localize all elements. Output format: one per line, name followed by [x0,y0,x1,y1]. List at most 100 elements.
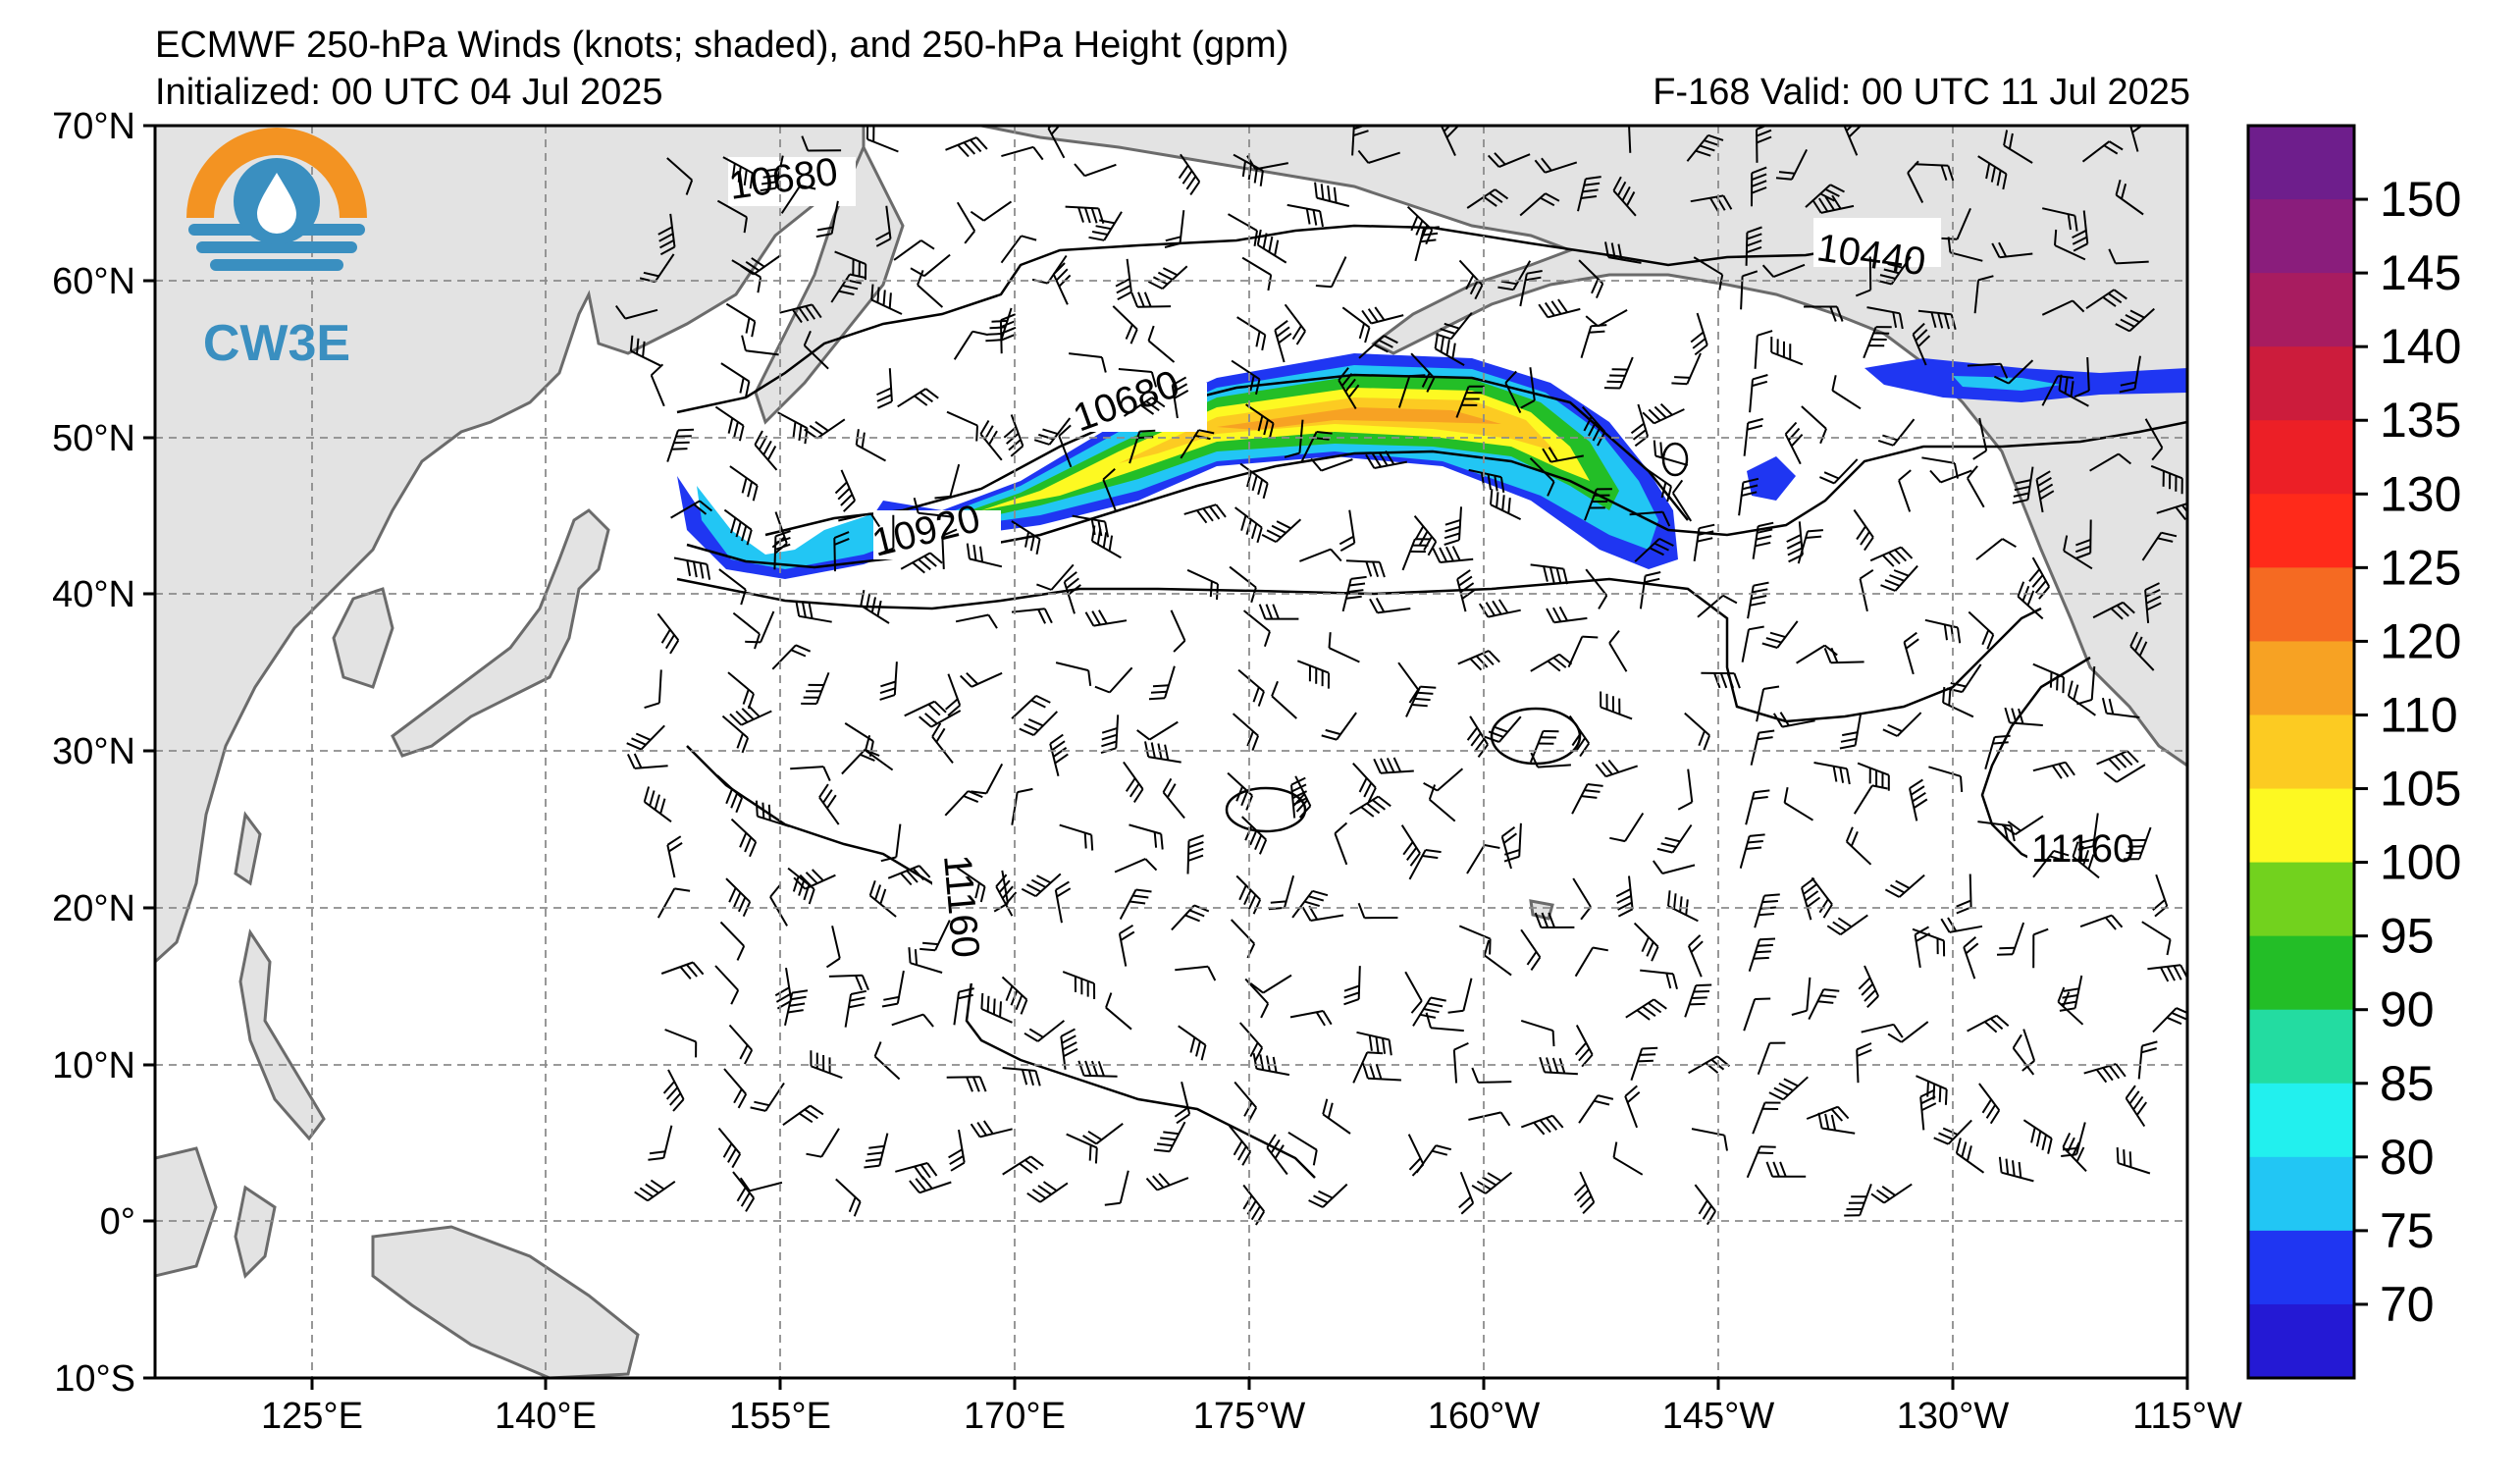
wind-barb [739,1177,783,1192]
wind-barb [2072,841,2100,879]
wind-barb [1869,546,1914,567]
logo-wave-3 [210,259,343,271]
colorbar-label: 125 [2380,540,2461,595]
wind-barb [779,303,822,324]
wind-barb [1001,145,1044,161]
wind-barb [1147,325,1176,363]
wind-barb [1299,548,1342,562]
lon-label-155e: 155°E [729,1396,831,1437]
wind-barb [876,368,893,409]
wind-barb [1361,306,1404,325]
wind-barb [1783,787,1814,821]
wind-barb [1819,458,1859,485]
wind-barb [803,330,829,370]
colorbar-segment [2248,346,2354,421]
wind-barb [1831,375,1862,410]
wind-barb [1748,937,1776,973]
wind-barb [1458,925,1492,955]
wind-barb [1352,763,1377,803]
colorbar-segment [2248,788,2354,864]
wind-barb [1574,946,1608,978]
wind-barb [1768,1076,1809,1101]
wind-barb [2032,849,2070,878]
wind-barb [1907,160,1924,203]
lon-label-160w: 160°W [1428,1396,1541,1437]
wind-barb [953,330,988,360]
wind-barb [1975,538,2017,560]
wind-barb [913,498,952,518]
wind-barb [1236,316,1267,351]
wind-barb [1002,1067,1041,1086]
contour-label-box [873,510,1001,559]
wind-barb [1497,260,1532,291]
wind-barb [1784,421,1804,465]
wind-barb [1749,374,1768,413]
wind-barb [1844,1184,1872,1217]
wind-barb [1060,1028,1078,1070]
colorbar-label: 135 [2380,393,2461,448]
colorbar-segment [2248,567,2354,643]
lon-label-115w: 115°W [2132,1396,2242,1437]
wind-barb [1539,1056,1578,1076]
wind-barb [1036,563,1075,591]
wind-barb [1972,417,1988,460]
wind-barb [946,410,978,442]
wind-barb [1701,671,1741,689]
lon-label-130w: 130°W [1897,1396,2010,1437]
wind-barb [2074,356,2090,398]
wind-barb [2147,964,2187,982]
wind-barb [1629,510,1671,527]
wind-barb [1148,665,1176,701]
wind-barb [941,528,958,569]
wind-barb [1826,914,1868,936]
wind-barb [1693,256,1724,291]
wind-barb [945,136,988,158]
wind-barb [2063,535,2093,570]
wind-barb [1519,192,1560,217]
colorbar-segment [2248,273,2354,347]
wind-barb [1466,844,1500,874]
colorbar-label: 80 [2380,1130,2435,1185]
wind-barb [1858,965,1880,1009]
wind-barb [1686,133,1724,162]
wind-barb [1752,521,1774,559]
wind-barb [2129,631,2155,671]
wind-barb [2129,126,2144,152]
wind-barb [1791,977,1811,1016]
gridlines [155,126,2187,1378]
colorbar-label: 130 [2380,466,2461,521]
wind-barb [2103,764,2146,783]
wind-barb [1747,581,1769,619]
wind-barb [790,766,831,782]
wind-barb [1801,405,1827,445]
wind-barb [1002,1155,1044,1176]
wind-barb [1529,457,1555,497]
wind-barb [893,239,935,261]
wind-barb [1175,965,1217,981]
wind-barb [1024,1020,1066,1042]
wind-barb [1684,983,1712,1018]
wind-barb [1290,776,1308,819]
contour-low-west [1225,786,1307,833]
wind-barb [2150,464,2183,495]
wind-barb [745,610,775,644]
wind-barb [956,867,986,903]
wind-barb [1286,203,1324,228]
wind-barb [1600,691,1633,720]
droplet-icon [257,173,296,234]
wind-barb [716,199,748,234]
wind-barb [1863,326,1892,359]
wind-barb [1740,270,1759,310]
wind-barb [1077,1060,1118,1078]
wind-barb [643,786,672,823]
wind-barb [769,883,788,927]
wind-barb [1291,889,1329,919]
wind-barb [1178,1025,1207,1061]
wind-barb [1801,877,1821,921]
wind-barb [716,774,744,814]
wind-barb [1358,335,1398,359]
wind-barb [1405,685,1437,717]
wind-barb [919,710,962,728]
wind-barb [1978,1083,2001,1125]
